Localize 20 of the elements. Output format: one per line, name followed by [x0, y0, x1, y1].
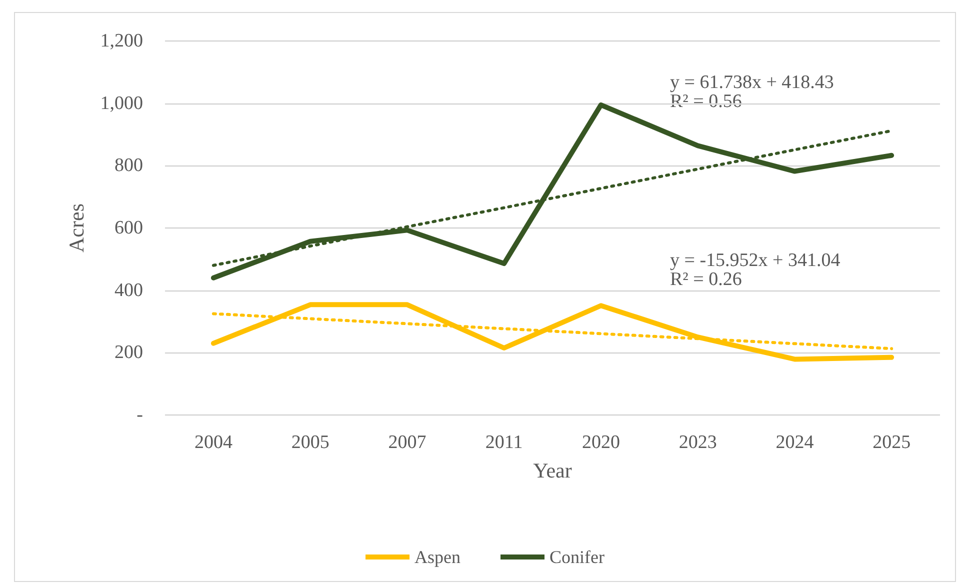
y-tick-label: 1,200 — [100, 30, 143, 52]
x-tick-label: 2005 — [291, 432, 330, 453]
x-tick-label: 2011 — [485, 432, 523, 453]
x-tick-label: 2020 — [582, 432, 620, 453]
x-tick-label: 2004 — [194, 432, 233, 453]
y-tick-label: - — [136, 404, 143, 426]
x-axis-title: Year — [533, 458, 572, 482]
annotation: y = -15.952x + 341.04 R² = 0.26 — [670, 250, 841, 290]
y-tick-label: 1,000 — [100, 92, 143, 114]
x-tick-label: 2023 — [678, 432, 717, 453]
legend-label: Conifer — [550, 547, 604, 567]
y-axis-title: Acres — [64, 204, 88, 252]
y-tick-label: 400 — [114, 280, 143, 301]
y-tick-label: 800 — [114, 155, 143, 176]
x-tick-label: 2007 — [388, 432, 426, 453]
y-tick-label: 600 — [114, 218, 143, 238]
x-tick-label: 2025 — [872, 432, 911, 453]
y-tick-label: 200 — [114, 342, 143, 364]
x-tick-label: 2024 — [776, 432, 814, 453]
legend-label: Aspen — [414, 547, 461, 567]
